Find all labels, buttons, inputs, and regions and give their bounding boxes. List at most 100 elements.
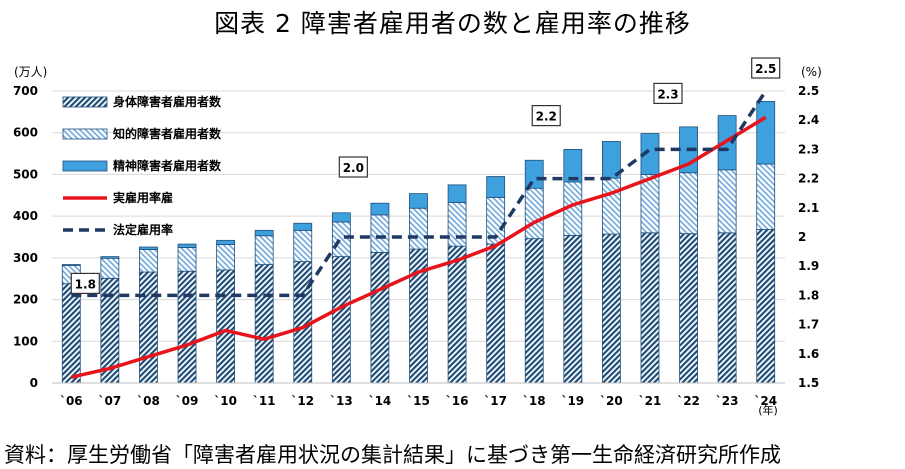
bar-segment-3 <box>486 176 506 198</box>
bar-segment-2 <box>409 207 428 250</box>
bar-segment-3 <box>100 256 120 259</box>
bar-segment-3 <box>601 141 621 179</box>
rate-annotation-label: 2.3 <box>657 87 678 101</box>
annotations: 1.8 2.0 2.2 2.3 2.5 <box>70 57 781 294</box>
bar-segment-1 <box>524 238 544 384</box>
x-tick-label: `15 <box>407 394 430 408</box>
left-tick-label: 700 <box>13 84 38 98</box>
x-tick-label: `16 <box>446 394 469 408</box>
bar-segment-3 <box>177 243 197 248</box>
bar-segment-1 <box>370 252 390 384</box>
right-tick-label: 2.2 <box>798 172 819 186</box>
rate-annotation-label: 2.5 <box>755 62 776 76</box>
bar-segment-1 <box>331 256 351 384</box>
legend-label-2: 知的障害者雇用者数 <box>112 126 222 141</box>
x-tick-label: `18 <box>523 394 546 408</box>
bar-segment-2 <box>679 172 698 235</box>
bar-segment-2 <box>370 214 390 253</box>
bar-segment-2 <box>331 221 351 258</box>
rate-annotation-label: 2.2 <box>536 110 557 124</box>
legend-swatch-2 <box>62 128 108 140</box>
x-tick-label: `06 <box>60 394 83 408</box>
bar-segment-2 <box>640 174 660 234</box>
x-tick-label: `17 <box>484 394 507 408</box>
bar-segment-3 <box>293 222 313 231</box>
x-tick-label: `11 <box>253 394 276 408</box>
bar-segment-2 <box>293 229 313 263</box>
bar-segment-1 <box>717 232 737 384</box>
bar-segment-1 <box>563 234 583 384</box>
bar-segment-2 <box>756 163 776 230</box>
right-tick-label: 2.3 <box>798 142 819 156</box>
legend-label-5: 法定雇用率 <box>113 222 173 237</box>
x-tick-label: `19 <box>561 394 584 408</box>
bar-segment-2 <box>254 235 274 265</box>
bar-segment-2 <box>601 177 621 235</box>
right-tick-label: 2.5 <box>798 84 819 98</box>
bar-segment-3 <box>216 239 236 245</box>
bar-segment-3 <box>640 133 660 175</box>
rate-annotation-box <box>338 156 368 178</box>
x-tick-label: `20 <box>600 394 623 408</box>
left-tick-label: 0 <box>30 376 38 390</box>
x-tick-label: `23 <box>716 394 739 408</box>
rate-annotation-label: 1.8 <box>75 277 96 291</box>
right-tick-label: 2.1 <box>798 201 819 215</box>
bar-segment-3 <box>524 159 544 189</box>
left-tick-label: 500 <box>13 167 38 181</box>
bar-segment-1 <box>756 229 776 384</box>
x-tick-label: `10 <box>214 394 237 408</box>
rate-lines <box>70 90 768 379</box>
bar-segment-3 <box>756 101 776 165</box>
x-tick-label: `12 <box>291 394 314 408</box>
bar-segment-2 <box>139 249 158 273</box>
bar-segment-1 <box>679 233 698 384</box>
bar-segment-3 <box>563 148 583 183</box>
rate-annotation-box <box>531 104 561 127</box>
legend-label-3: 精神障害者雇用者数 <box>113 158 222 173</box>
rate-annotation-box <box>70 272 100 294</box>
bar-segment-2 <box>524 187 544 240</box>
right-tick-label: 1.9 <box>798 259 819 273</box>
axes: 0 100 200 300 400 500 600 700 1.5 1.6 1.7 1.8 1.9 2 2.… <box>13 65 822 417</box>
left-tick-label: 400 <box>13 209 38 223</box>
left-tick-label: 300 <box>13 251 38 265</box>
bar-segment-3 <box>447 184 467 203</box>
legal-rate-line <box>71 90 768 298</box>
x-tick-label: `14 <box>369 394 392 408</box>
right-tick-label: 2 <box>798 230 806 244</box>
rate-annotation-box <box>653 82 683 105</box>
right-tick-label: 1.7 <box>798 318 819 332</box>
x-axis-unit: (年) <box>758 403 778 417</box>
right-axis-unit: (%) <box>801 65 822 79</box>
bar-segment-2 <box>447 201 467 247</box>
bar-segment-2 <box>177 247 197 272</box>
x-tick-label: `13 <box>330 394 353 408</box>
legend-label-4: 実雇用率雇 <box>113 190 173 205</box>
bar-segment-2 <box>717 169 737 234</box>
x-tick-label: `24 <box>754 394 777 408</box>
legend-swatch-1 <box>62 96 108 108</box>
bar-segment-1 <box>640 232 660 384</box>
right-tick-label: 1.6 <box>798 347 819 361</box>
bar-segment-3 <box>370 202 390 216</box>
bar-segment-3 <box>139 246 158 250</box>
bar-segment-3 <box>254 229 274 237</box>
right-tick-label: 1.8 <box>798 288 819 302</box>
bar-segment-1 <box>486 243 506 384</box>
actual-rate-line <box>70 115 767 379</box>
bar-segment-3 <box>331 212 351 223</box>
chart-area: 0 100 200 300 400 500 600 700 1.5 1.6 1.7 1.8 1.9 2 2.… <box>13 57 822 417</box>
bar-segment-1 <box>447 245 467 384</box>
bar-segment-2 <box>100 257 120 279</box>
rate-annotation-label: 2.0 <box>343 161 364 175</box>
right-tick-label: 1.5 <box>798 376 819 390</box>
bar-segment-1 <box>61 283 81 384</box>
x-tick-label: `21 <box>639 394 662 408</box>
bar-segment-1 <box>177 270 197 384</box>
left-tick-label: 600 <box>13 126 38 140</box>
legend-label-1: 身体障害者雇用者数 <box>113 94 222 109</box>
x-tick-label: `09 <box>176 394 199 408</box>
bar-segment-2 <box>216 244 236 271</box>
bar-segment-1 <box>216 269 236 384</box>
